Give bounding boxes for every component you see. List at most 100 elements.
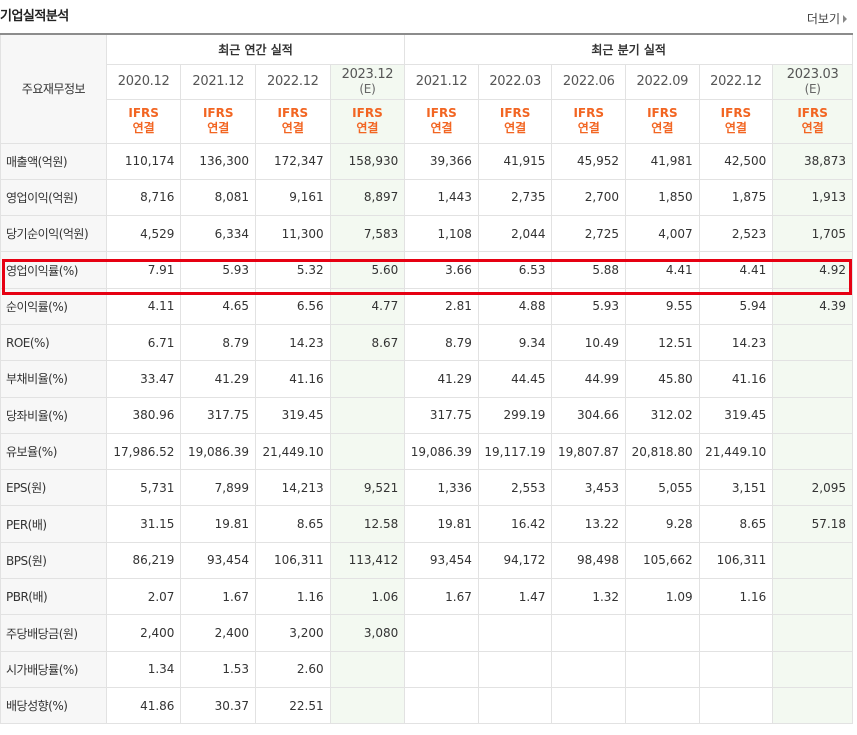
table-cell: 2,095 <box>772 469 853 507</box>
period-header: 2022.12 <box>255 63 331 100</box>
more-link[interactable]: 더보기 <box>807 10 847 27</box>
accounting-standard: IFRS 연결 <box>255 98 331 144</box>
table-row: 부채비율(%) 33.47 41.29 41.16 41.29 44.45 44.99 45.… <box>0 360 853 398</box>
row-label: 매출액(억원) <box>0 142 107 180</box>
table-cell <box>625 686 700 725</box>
table-row: EPS(원) 5,731 7,899 14,213 9,521 1,336 2,553 3,4… <box>0 469 853 507</box>
table-cell: 21,449.10 <box>255 432 331 471</box>
table-cell: 8.65 <box>255 505 331 543</box>
table-cell: 1.53 <box>180 650 257 688</box>
table-cell: 8.65 <box>698 505 774 543</box>
table-cell: 93,454 <box>404 541 479 580</box>
table-cell: 3,453 <box>551 469 627 507</box>
table-cell: 13.22 <box>551 505 627 543</box>
row-label: 당좌비율(%) <box>0 396 107 434</box>
table-cell <box>329 396 406 434</box>
table-cell: 4.88 <box>477 287 553 325</box>
table-row: BPS(원) 86,219 93,454 106,311 113,412 93,454 94… <box>0 541 853 580</box>
period-label: 2022.12 <box>710 73 762 89</box>
accounting-standard-line2: 연결 <box>207 121 230 135</box>
table-cell: 11,300 <box>255 215 331 253</box>
row-label: 영업이익(억원) <box>0 178 107 217</box>
table-cell: 12.51 <box>625 323 700 362</box>
table-cell <box>772 686 853 725</box>
accounting-standard-line1: IFRS <box>277 106 309 120</box>
table-cell <box>329 686 406 725</box>
table-cell: 33.47 <box>105 360 182 398</box>
accounting-standard-line1: IFRS <box>573 106 605 120</box>
period-label: 2021.12 <box>415 73 468 89</box>
table-row: 당기순이익(억원) 4,529 6,334 11,300 7,583 1,108 2,044… <box>0 215 853 253</box>
table-cell: 19,117.19 <box>477 432 553 471</box>
row-label: 당기순이익(억원) <box>0 215 107 253</box>
table-cell: 2.07 <box>105 578 182 616</box>
table-cell: 17,986.52 <box>105 432 182 471</box>
table-row: 매출액(억원) 110,174 136,300 172,347 158,930 39,36… <box>0 142 853 180</box>
table-row: 당좌비율(%) 380.96 317.75 319.45 317.75 299.19 304… <box>0 396 853 434</box>
row-label: 시가배당률(%) <box>0 650 107 688</box>
table-cell: 1.67 <box>404 578 479 616</box>
table-cell: 19,086.39 <box>404 432 479 471</box>
table-cell: 3,080 <box>329 614 406 652</box>
period-header: 2021.12 <box>180 63 257 100</box>
table-cell <box>772 432 853 471</box>
table-row: 시가배당률(%) 1.34 1.53 2.60 <box>0 650 853 688</box>
row-label: 영업이익률(%) <box>0 251 107 289</box>
period-label: 2022.06 <box>562 73 615 89</box>
table-cell: 19.81 <box>180 505 257 543</box>
table-cell: 14.23 <box>255 323 331 362</box>
table-cell <box>772 578 853 616</box>
table-cell: 16.42 <box>477 505 553 543</box>
row-label: EPS(원) <box>0 469 107 507</box>
table-cell: 1,875 <box>698 178 774 217</box>
table-cell: 2,725 <box>551 215 627 253</box>
table-cell: 2,523 <box>698 215 774 253</box>
table-cell: 10.49 <box>551 323 627 362</box>
table-cell: 94,172 <box>477 541 553 580</box>
table-cell: 1,705 <box>772 215 853 253</box>
table-cell <box>625 650 700 688</box>
accounting-standard: IFRS 연결 <box>329 98 406 144</box>
table-cell: 45.80 <box>625 360 700 398</box>
table-cell: 6,334 <box>180 215 257 253</box>
table-row: ROE(%) 6.71 8.79 14.23 8.67 8.79 9.34 10.49 12.5… <box>0 323 853 362</box>
table-cell <box>551 686 627 725</box>
table-cell: 7,583 <box>329 215 406 253</box>
table-cell: 106,311 <box>255 541 331 580</box>
table-cell: 2,700 <box>551 178 627 217</box>
table-row: 순이익률(%) 4.11 4.65 6.56 4.77 2.81 4.88 5.93 9.55 5… <box>0 287 853 325</box>
accounting-standard: IFRS 연결 <box>404 98 479 144</box>
table-cell: 299.19 <box>477 396 553 434</box>
accounting-standard-line2: 연결 <box>801 121 824 135</box>
table-cell: 12.58 <box>329 505 406 543</box>
table-cell <box>477 686 553 725</box>
table-cell: 5.32 <box>255 251 331 289</box>
accounting-standard-line2: 연결 <box>504 121 527 135</box>
chevron-right-icon <box>843 14 847 23</box>
table-cell: 7,899 <box>180 469 257 507</box>
accounting-standard-line1: IFRS <box>128 106 159 120</box>
accounting-standard: IFRS 연결 <box>180 98 257 144</box>
accounting-standard-line2: 연결 <box>132 121 155 135</box>
table-cell <box>477 650 553 688</box>
accounting-standard-line1: IFRS <box>720 106 752 120</box>
table-cell: 41,915 <box>477 142 553 180</box>
row-label: 유보율(%) <box>0 432 107 471</box>
table-cell: 1,108 <box>404 215 479 253</box>
table-cell: 1,443 <box>404 178 479 217</box>
table-cell: 41.86 <box>105 686 182 725</box>
table-cell: 86,219 <box>105 541 182 580</box>
table-cell: 2,400 <box>105 614 182 652</box>
accounting-standard-line1: IFRS <box>797 106 828 120</box>
accounting-standard-line2: 연결 <box>430 121 453 135</box>
accounting-standard-line1: IFRS <box>499 106 531 120</box>
table-cell: 9.55 <box>625 287 700 325</box>
table-cell: 9,521 <box>329 469 406 507</box>
table-cell: 19,086.39 <box>180 432 257 471</box>
table-cell: 22.51 <box>255 686 331 725</box>
table-cell <box>404 614 479 652</box>
table-cell: 4.39 <box>772 287 853 325</box>
table-cell: 21,449.10 <box>698 432 774 471</box>
table-cell: 98,498 <box>551 541 627 580</box>
table-row: 영업이익률(%) 7.91 5.93 5.32 5.60 3.66 6.53 5.88 4.41… <box>0 251 853 289</box>
